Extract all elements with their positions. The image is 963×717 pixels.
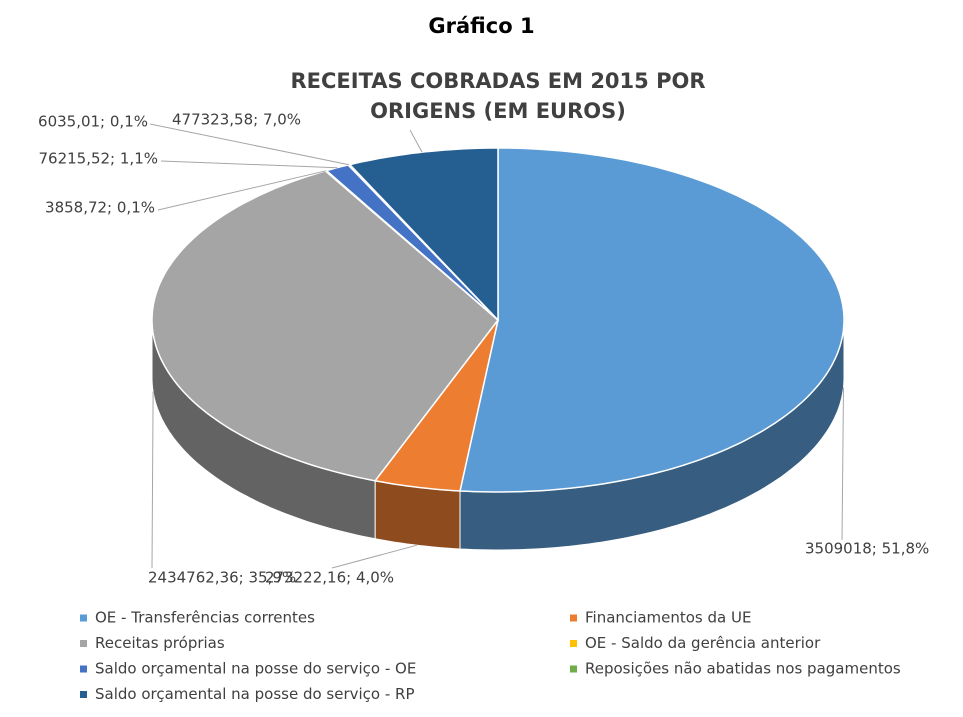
legend-label: Financiamentos da UE bbox=[585, 609, 751, 627]
data-label: 6035,01; 0,1% bbox=[38, 113, 148, 131]
slice bbox=[459, 147, 845, 493]
data-label: 2434762,36; 35,9% bbox=[148, 569, 296, 587]
legend-label: Receitas próprias bbox=[95, 634, 225, 652]
legend-label: Saldo orçamental na posse do serviço - O… bbox=[95, 660, 416, 678]
legend-swatch bbox=[570, 640, 577, 647]
legend-swatch bbox=[80, 691, 87, 698]
data-label: 76215,52; 1,1% bbox=[38, 150, 158, 168]
data-label: 273222,16; 4,0% bbox=[265, 569, 394, 587]
legend-label: Reposições não abatidas nos pagamentos bbox=[585, 660, 901, 678]
data-label: 3858,72; 0,1% bbox=[45, 199, 155, 217]
legend-swatch bbox=[80, 665, 87, 673]
slice bbox=[151, 170, 500, 482]
legend-swatch bbox=[570, 614, 577, 622]
legend-label: OE - Transferências correntes bbox=[95, 609, 315, 627]
slice bbox=[348, 147, 499, 322]
leader-line bbox=[157, 170, 327, 211]
legend-label: OE - Saldo da gerência anterior bbox=[585, 634, 821, 652]
legend-swatch bbox=[80, 640, 87, 647]
legend-swatch bbox=[80, 614, 87, 622]
leader-line bbox=[331, 544, 418, 569]
legend-swatch bbox=[570, 665, 577, 673]
data-label: 3509018; 51,8% bbox=[805, 540, 929, 558]
leader-line bbox=[151, 391, 154, 569]
leader-line bbox=[409, 129, 423, 153]
data-label: 477323,58; 7,0% bbox=[172, 111, 301, 129]
chart-subtitle: RECEITAS COBRADAS EM 2015 POR ORIGENS (E… bbox=[290, 69, 706, 123]
leader-line bbox=[841, 387, 844, 541]
slice-side bbox=[374, 480, 461, 550]
chart-title: Gráfico 1 bbox=[428, 14, 535, 38]
slice bbox=[373, 319, 499, 492]
legend-label: Saldo orçamental na posse do serviço - R… bbox=[95, 685, 415, 703]
leader-line bbox=[160, 160, 338, 169]
leader-line bbox=[149, 123, 350, 166]
